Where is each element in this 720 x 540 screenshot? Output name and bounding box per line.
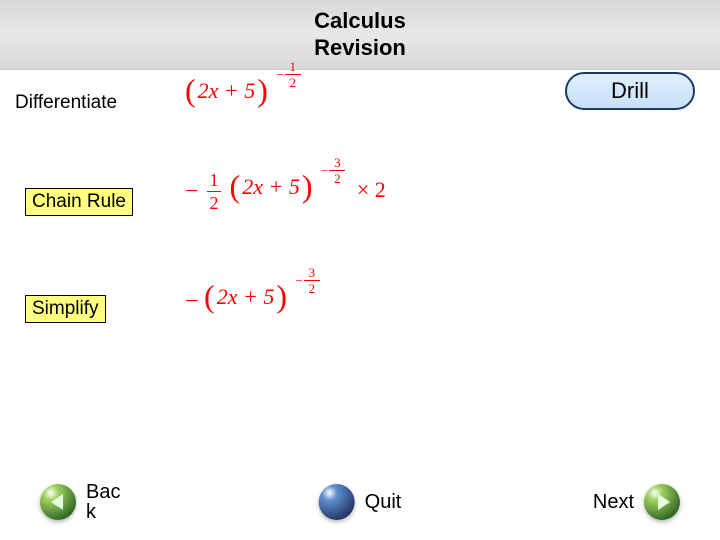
drill-button[interactable]: Drill <box>565 72 695 110</box>
page-title: Calculus Revision <box>314 8 406 61</box>
expression-2: − 1 2 ( 2x + 5 ) − 3 2 × 2 <box>185 168 386 212</box>
quit-button[interactable]: Quit <box>319 484 402 520</box>
next-button[interactable]: Next <box>593 484 680 520</box>
back-button[interactable]: Back <box>40 482 120 522</box>
next-arrow-icon <box>644 484 680 520</box>
nav-bar: Back Quit Next <box>0 472 720 532</box>
chain-rule-label: Chain Rule <box>25 188 133 216</box>
quit-sphere-icon <box>319 484 355 520</box>
differentiate-label: Differentiate <box>15 92 117 114</box>
simplify-label: Simplify <box>25 295 106 323</box>
expression-1: ( 2x + 5 ) − 1 2 <box>185 72 301 109</box>
title-line1: Calculus <box>314 8 406 33</box>
title-line2: Revision <box>314 35 406 60</box>
back-label: Back <box>86 482 120 522</box>
quit-label: Quit <box>365 491 402 514</box>
drill-label: Drill <box>611 78 649 104</box>
title-bar: Calculus Revision <box>0 0 720 70</box>
expression-3: − ( 2x + 5 ) − 3 2 <box>185 278 320 315</box>
back-arrow-icon <box>40 484 76 520</box>
next-label: Next <box>593 491 634 514</box>
